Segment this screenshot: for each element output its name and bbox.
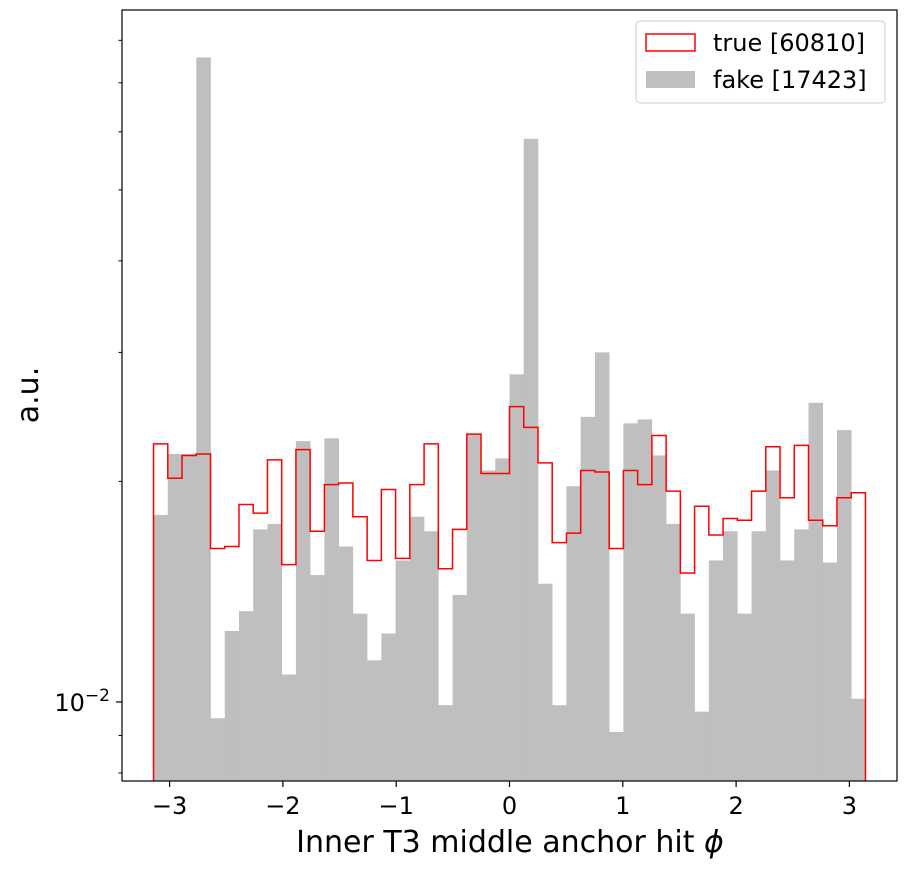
- fake-bar: [765, 470, 781, 781]
- fake-bar: [822, 562, 838, 781]
- fake-bar: [466, 434, 482, 781]
- true-step: [152, 405, 867, 781]
- fake-bar: [238, 611, 254, 781]
- fake-bar: [295, 441, 311, 781]
- fake-bar: [609, 731, 624, 781]
- fake-bar: [395, 560, 411, 781]
- fake-bar: [409, 516, 425, 781]
- fake-bar: [509, 374, 525, 781]
- legend-box: [635, 20, 886, 104]
- plot-frame: [121, 9, 898, 782]
- fake-bar: [836, 430, 852, 781]
- fake-bar: [537, 583, 553, 781]
- legend-label-fake: fake [17423]: [713, 66, 867, 94]
- y-major-tick-base: 10: [54, 689, 85, 717]
- legend-swatch-true: [645, 33, 696, 52]
- x-tick-label: 0: [502, 792, 517, 820]
- fake-bar: [523, 138, 539, 781]
- x-tick-label: −2: [265, 792, 300, 820]
- fake-bar: [224, 630, 240, 781]
- fake-bar: [780, 560, 795, 781]
- fake-bar: [808, 402, 824, 781]
- y-major-tick-label: 10−2: [54, 686, 110, 717]
- fake-bar: [253, 529, 268, 781]
- fake-bar: [666, 523, 681, 781]
- y-axis-label: a.u.: [11, 367, 46, 423]
- fake-bar: [580, 416, 596, 781]
- fake-bar: [708, 560, 724, 781]
- fake-bar: [210, 718, 226, 781]
- legend-label-true: true [60810]: [713, 29, 865, 57]
- x-tick-label: −1: [379, 792, 414, 820]
- fake-bar: [680, 613, 695, 781]
- fake-bar: [196, 57, 211, 782]
- x-tick-label: −3: [152, 792, 187, 820]
- legend-swatch-fake: [646, 71, 695, 88]
- fake-bar: [723, 531, 738, 781]
- fake-bar: [594, 352, 610, 781]
- y-major-tick-exponent: −2: [85, 686, 110, 706]
- fake-bar: [552, 705, 567, 781]
- fake-bar: [310, 575, 325, 781]
- x-axis-label-text: Inner T3 middle anchor hit: [296, 825, 704, 860]
- fake-bar: [737, 613, 752, 781]
- fake-bar: [281, 674, 297, 781]
- fake-bar: [153, 514, 169, 781]
- fake-bar: [851, 698, 866, 781]
- x-tick-label: 2: [728, 792, 743, 820]
- true-step-line: [152, 405, 867, 781]
- fake-bar: [267, 523, 282, 781]
- fake-bar: [182, 453, 197, 781]
- fake-bar: [495, 458, 510, 781]
- fake-bar: [352, 613, 368, 781]
- fake-bar: [566, 486, 581, 781]
- fake-bar: [424, 531, 439, 781]
- fake-bar: [694, 711, 710, 781]
- fake-bar: [324, 438, 339, 781]
- fake-bar: [651, 455, 667, 781]
- x-axis-label-symbol: ϕ: [704, 825, 724, 860]
- x-axis-label: Inner T3 middle anchor hit ϕ: [296, 825, 724, 860]
- legend: true [60810] fake [17423]: [635, 20, 886, 104]
- fake-bar: [381, 633, 396, 781]
- fake-bar: [167, 453, 183, 781]
- x-tick-label: 1: [615, 792, 630, 820]
- fake-bars: [153, 57, 866, 782]
- fake-bar: [623, 423, 638, 781]
- y-major-tick: 10−2: [54, 686, 122, 717]
- fake-bar: [481, 470, 496, 781]
- fake-bar: [794, 529, 809, 781]
- x-ticks: −3 −2 −1 0 1 2 3: [152, 781, 857, 820]
- fake-bar: [637, 419, 653, 781]
- fake-bar: [751, 531, 767, 781]
- fake-bar: [367, 660, 382, 781]
- fake-bar: [338, 546, 354, 781]
- fake-bar: [438, 705, 453, 781]
- fake-bar: [452, 594, 468, 781]
- x-tick-label: 3: [842, 792, 857, 820]
